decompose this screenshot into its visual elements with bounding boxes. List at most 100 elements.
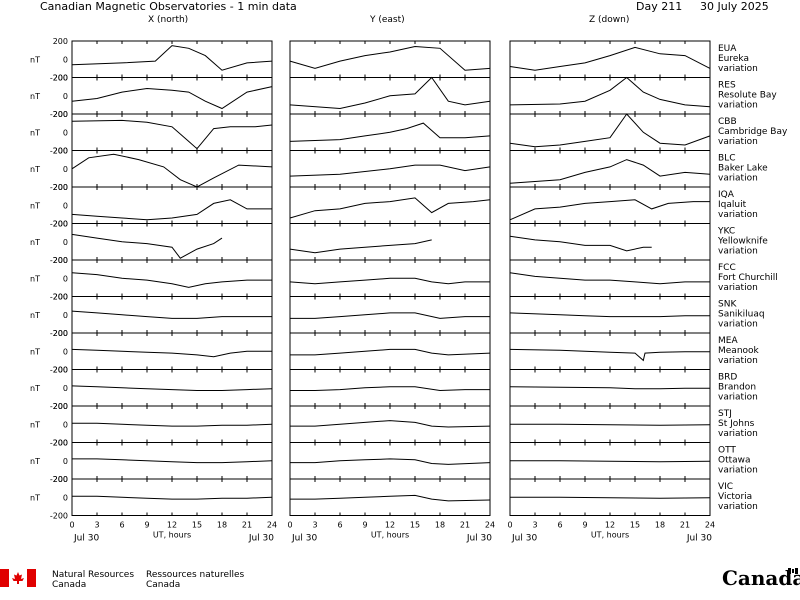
y-tick-label: 200 bbox=[53, 293, 68, 302]
y-tick-label: -200 bbox=[50, 220, 68, 229]
station-name: Ottawa bbox=[718, 456, 751, 466]
panel-frame-stj-x bbox=[71, 405, 273, 443]
y-tick-label: 200 bbox=[53, 256, 68, 265]
panel-frame-ykc-z bbox=[509, 223, 711, 261]
series-line-ott-y bbox=[290, 458, 491, 465]
date-end-label: Jul 30 bbox=[466, 534, 492, 544]
x-tick-label: 18 bbox=[435, 521, 445, 530]
y-unit-label: nT bbox=[30, 92, 40, 101]
wordmark-flag-icon bbox=[788, 568, 798, 574]
date-start-label: Jul 30 bbox=[291, 534, 317, 544]
x-tick-label: 18 bbox=[217, 521, 227, 530]
y-tick-label: 0 bbox=[63, 165, 68, 174]
series-line-cbb-z bbox=[509, 113, 711, 148]
panel-frame-iqa-y bbox=[289, 186, 491, 224]
y-tick-label: 200 bbox=[53, 475, 68, 484]
series-line-ykc-y bbox=[289, 239, 432, 254]
station-name: Victoria bbox=[718, 492, 752, 502]
y-tick-label: 200 bbox=[53, 74, 68, 83]
y-tick-label: -200 bbox=[50, 183, 68, 192]
x-tick-label: 12 bbox=[605, 521, 615, 530]
station-name: Eureka bbox=[718, 54, 749, 64]
x-tick-label: 15 bbox=[192, 521, 202, 530]
x-tick-label: 0 bbox=[507, 521, 512, 530]
y-tick-label: 0 bbox=[63, 201, 68, 210]
y-unit-label: nT bbox=[30, 238, 40, 247]
y-tick-label: -200 bbox=[50, 402, 68, 411]
panel-frame-ykc-y bbox=[289, 223, 491, 261]
series-line-eua-y bbox=[289, 45, 491, 71]
x-tick-label: 21 bbox=[680, 521, 690, 530]
station-code: IQA bbox=[718, 190, 735, 200]
x-axis-label: UT, hours bbox=[591, 531, 629, 540]
y-tick-label: -200 bbox=[50, 293, 68, 302]
x-tick-label: 0 bbox=[287, 521, 292, 530]
column-title-z: Z (down) bbox=[589, 15, 630, 25]
panel-frame-vic-y bbox=[289, 478, 491, 516]
series-line-ott-x bbox=[72, 458, 273, 464]
day-of-year: Day 211 bbox=[636, 0, 683, 13]
panel-frame-res-z bbox=[509, 77, 711, 115]
y-unit-label: nT bbox=[30, 55, 40, 64]
y-tick-label: -200 bbox=[50, 439, 68, 448]
station-name: Sanikiluaq bbox=[718, 310, 765, 320]
column-title-y: Y (east) bbox=[370, 15, 405, 25]
station-name: Meanook bbox=[718, 346, 760, 356]
x-tick-label: 24 bbox=[705, 521, 715, 530]
y-tick-label: 200 bbox=[53, 147, 68, 156]
y-tick-label: 0 bbox=[63, 311, 68, 320]
column-title-x: X (north) bbox=[148, 15, 189, 25]
x-tick-label: 12 bbox=[167, 521, 177, 530]
series-line-iqa-z bbox=[509, 199, 710, 221]
station-name: Iqaluit bbox=[718, 200, 747, 210]
y-tick-label: 200 bbox=[53, 366, 68, 375]
panel-frame-snk-z bbox=[509, 296, 711, 334]
date-end-label: Jul 30 bbox=[248, 534, 274, 544]
station-code: CBB bbox=[718, 117, 737, 127]
series-line-res-x bbox=[71, 86, 273, 110]
x-axis-label: UT, hours bbox=[153, 531, 191, 540]
x-tick-label: 3 bbox=[532, 521, 537, 530]
nrcan-french-line2: Canada bbox=[146, 580, 181, 590]
station-name: Yellowknife bbox=[717, 237, 768, 247]
station-code: EUA bbox=[718, 44, 737, 54]
series-line-ott-z bbox=[510, 460, 711, 463]
station-suffix: variation bbox=[718, 393, 758, 403]
series-line-brd-x bbox=[71, 385, 273, 391]
x-tick-label: 24 bbox=[485, 521, 495, 530]
nrcan-french: Ressources naturelles Canada bbox=[146, 570, 244, 590]
series-line-fcc-z bbox=[509, 272, 710, 285]
panel-frame-mea-x bbox=[71, 332, 273, 370]
series-line-blc-x bbox=[71, 153, 273, 188]
y-tick-label: 200 bbox=[53, 220, 68, 229]
panel-frame-fcc-x bbox=[71, 259, 273, 297]
station-suffix: variation bbox=[718, 283, 758, 293]
panel-frame-mea-y bbox=[289, 332, 491, 370]
series-line-snk-y bbox=[290, 312, 490, 319]
station-name: Cambridge Bay bbox=[718, 127, 788, 137]
y-tick-label: 0 bbox=[63, 238, 68, 247]
y-tick-label: -200 bbox=[50, 329, 68, 338]
station-code: SNK bbox=[718, 300, 737, 310]
y-tick-label: 0 bbox=[63, 55, 68, 64]
series-line-mea-z bbox=[509, 348, 710, 362]
series-line-ykc-z bbox=[509, 235, 652, 252]
date-start-label: Jul 30 bbox=[511, 534, 537, 544]
x-tick-label: 15 bbox=[630, 521, 640, 530]
station-code: BLC bbox=[718, 154, 735, 164]
series-line-stj-y bbox=[290, 420, 491, 428]
station-code: VIC bbox=[718, 482, 733, 492]
y-tick-label: -200 bbox=[50, 147, 68, 156]
canada-wordmark: Canada bbox=[722, 566, 800, 590]
x-tick-label: 21 bbox=[242, 521, 252, 530]
y-tick-label: 0 bbox=[63, 128, 68, 137]
x-tick-label: 3 bbox=[312, 521, 317, 530]
station-code: MEA bbox=[718, 336, 738, 346]
series-line-cbb-y bbox=[289, 122, 491, 142]
station-code: YKC bbox=[717, 227, 735, 237]
panel-frame-brd-x bbox=[71, 369, 273, 407]
station-suffix: variation bbox=[718, 466, 758, 476]
station-suffix: variation bbox=[718, 429, 758, 439]
station-suffix: variation bbox=[718, 64, 758, 74]
